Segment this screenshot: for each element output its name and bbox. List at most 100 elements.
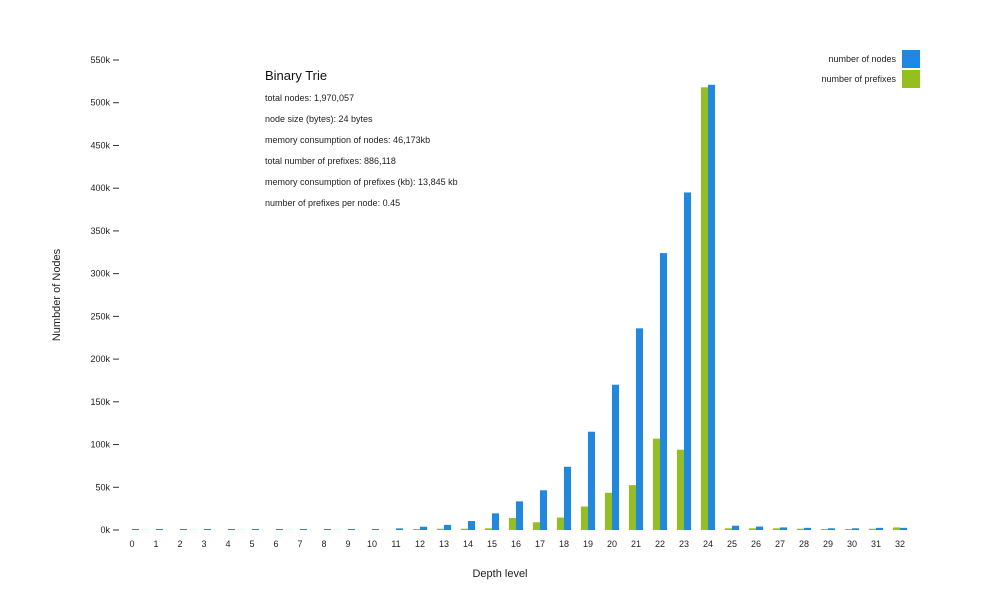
x-tick-label: 1 bbox=[153, 539, 158, 549]
legend: number of nodes number of prefixes bbox=[821, 50, 920, 88]
bar-nodes bbox=[732, 525, 739, 530]
stat-line-memory-prefixes: memory consumption of prefixes (kb): 13,… bbox=[265, 177, 458, 187]
x-tick-label: 16 bbox=[511, 539, 521, 549]
bar-nodes bbox=[756, 526, 763, 530]
x-tick-label: 24 bbox=[703, 539, 713, 549]
legend-label: number of prefixes bbox=[821, 74, 896, 84]
bar-nodes bbox=[372, 529, 379, 530]
legend-label: number of nodes bbox=[828, 54, 896, 64]
bar-nodes bbox=[228, 529, 235, 530]
x-tick-label: 20 bbox=[607, 539, 617, 549]
bar-nodes bbox=[276, 529, 283, 530]
bar-prefixes bbox=[797, 528, 804, 530]
bar-nodes bbox=[876, 527, 883, 530]
x-tick-label: 6 bbox=[273, 539, 278, 549]
x-tick-label: 13 bbox=[439, 539, 449, 549]
bar-nodes bbox=[588, 431, 595, 530]
x-tick-label: 9 bbox=[345, 539, 350, 549]
x-tick-label: 15 bbox=[487, 539, 497, 549]
stat-line-node-size: node size (bytes): 24 bytes bbox=[265, 114, 373, 124]
bar-nodes bbox=[636, 328, 643, 530]
bar-prefixes bbox=[413, 529, 420, 530]
x-tick-label: 2 bbox=[177, 539, 182, 549]
legend-swatch bbox=[902, 50, 920, 68]
y-tick-label: 50k bbox=[95, 482, 110, 492]
stat-line-memory-nodes: memory consumption of nodes: 46,173kb bbox=[265, 135, 430, 145]
y-tick-label: 400k bbox=[90, 183, 110, 193]
y-axis-title: Numbder of Nodes bbox=[51, 248, 63, 341]
bar-nodes bbox=[492, 513, 499, 530]
y-tick-label: 300k bbox=[90, 269, 110, 279]
bar-prefixes bbox=[533, 522, 540, 530]
x-tick-label: 0 bbox=[129, 539, 134, 549]
y-tick-label: 150k bbox=[90, 397, 110, 407]
bar-nodes bbox=[612, 384, 619, 530]
bar-group bbox=[132, 84, 907, 531]
bar-prefixes bbox=[869, 528, 876, 530]
bar-nodes bbox=[828, 528, 835, 530]
bar-nodes bbox=[156, 529, 163, 530]
bar-prefixes bbox=[437, 528, 444, 530]
bar-nodes bbox=[708, 84, 715, 531]
x-tick-label: 19 bbox=[583, 539, 593, 549]
bar-nodes bbox=[444, 524, 451, 530]
x-axis-title: Depth level bbox=[472, 568, 527, 580]
x-axis: 0 1 2 3 4 5 6 7 8 9 10 11 12 13 14 15 16 17 18 19 20 21 22 23 24… bbox=[129, 539, 905, 549]
x-tick-label: 18 bbox=[559, 539, 569, 549]
x-tick-label: 22 bbox=[655, 539, 665, 549]
x-tick-label: 5 bbox=[249, 539, 254, 549]
bar-prefixes bbox=[653, 438, 660, 530]
bar-prefixes bbox=[821, 529, 828, 530]
bar-prefixes bbox=[725, 528, 732, 530]
bar-nodes bbox=[540, 490, 547, 530]
x-tick-label: 8 bbox=[321, 539, 326, 549]
x-tick-label: 11 bbox=[391, 539, 400, 549]
bar-nodes bbox=[132, 529, 139, 530]
x-tick-label: 31 bbox=[871, 539, 881, 549]
x-tick-label: 29 bbox=[823, 539, 833, 549]
bar-nodes bbox=[348, 529, 355, 530]
bar-nodes bbox=[516, 501, 523, 530]
chart-title: Binary Trie bbox=[265, 68, 327, 83]
y-tick-label: 500k bbox=[90, 98, 110, 108]
x-tick-label: 30 bbox=[847, 539, 857, 549]
bar-prefixes bbox=[749, 528, 756, 530]
bar-prefixes bbox=[845, 529, 852, 530]
bar-nodes bbox=[468, 521, 475, 530]
x-tick-label: 28 bbox=[799, 539, 809, 549]
bar-nodes bbox=[780, 527, 787, 530]
bar-nodes bbox=[396, 528, 403, 530]
bar-nodes bbox=[300, 529, 307, 530]
bar-prefixes bbox=[557, 517, 564, 530]
x-tick-label: 21 bbox=[631, 539, 641, 549]
bar-nodes bbox=[900, 527, 907, 530]
y-tick-label: 100k bbox=[90, 440, 110, 450]
bar-prefixes bbox=[701, 87, 708, 530]
bar-prefixes bbox=[485, 528, 492, 530]
x-tick-label: 32 bbox=[895, 539, 905, 549]
y-axis: 0k 50k 100k 150k 200k 250k 300k 350k 400k 450k 500… bbox=[90, 55, 119, 535]
bar-nodes bbox=[660, 253, 667, 531]
bar-nodes bbox=[564, 466, 571, 530]
bar-nodes bbox=[252, 529, 259, 530]
bar-prefixes bbox=[773, 528, 780, 530]
stats-panel: Binary Trie total nodes: 1,970,057 node … bbox=[265, 68, 458, 208]
x-tick-label: 3 bbox=[201, 539, 206, 549]
x-tick-label: 17 bbox=[535, 539, 545, 549]
stat-line-total-prefixes: total number of prefixes: 886,118 bbox=[265, 156, 396, 166]
bar-prefixes bbox=[629, 485, 636, 530]
bar-nodes bbox=[804, 527, 811, 530]
x-tick-label: 23 bbox=[679, 539, 689, 549]
bar-prefixes bbox=[581, 506, 588, 530]
bar-nodes bbox=[852, 528, 859, 530]
x-tick-label: 7 bbox=[297, 539, 302, 549]
bar-nodes bbox=[180, 529, 187, 530]
x-tick-label: 14 bbox=[463, 539, 473, 549]
bar-prefixes bbox=[461, 528, 468, 530]
x-tick-label: 25 bbox=[727, 539, 737, 549]
x-tick-label: 26 bbox=[751, 539, 761, 549]
x-tick-label: 10 bbox=[367, 539, 377, 549]
y-tick-label: 0k bbox=[100, 525, 110, 535]
y-tick-label: 200k bbox=[90, 354, 110, 364]
